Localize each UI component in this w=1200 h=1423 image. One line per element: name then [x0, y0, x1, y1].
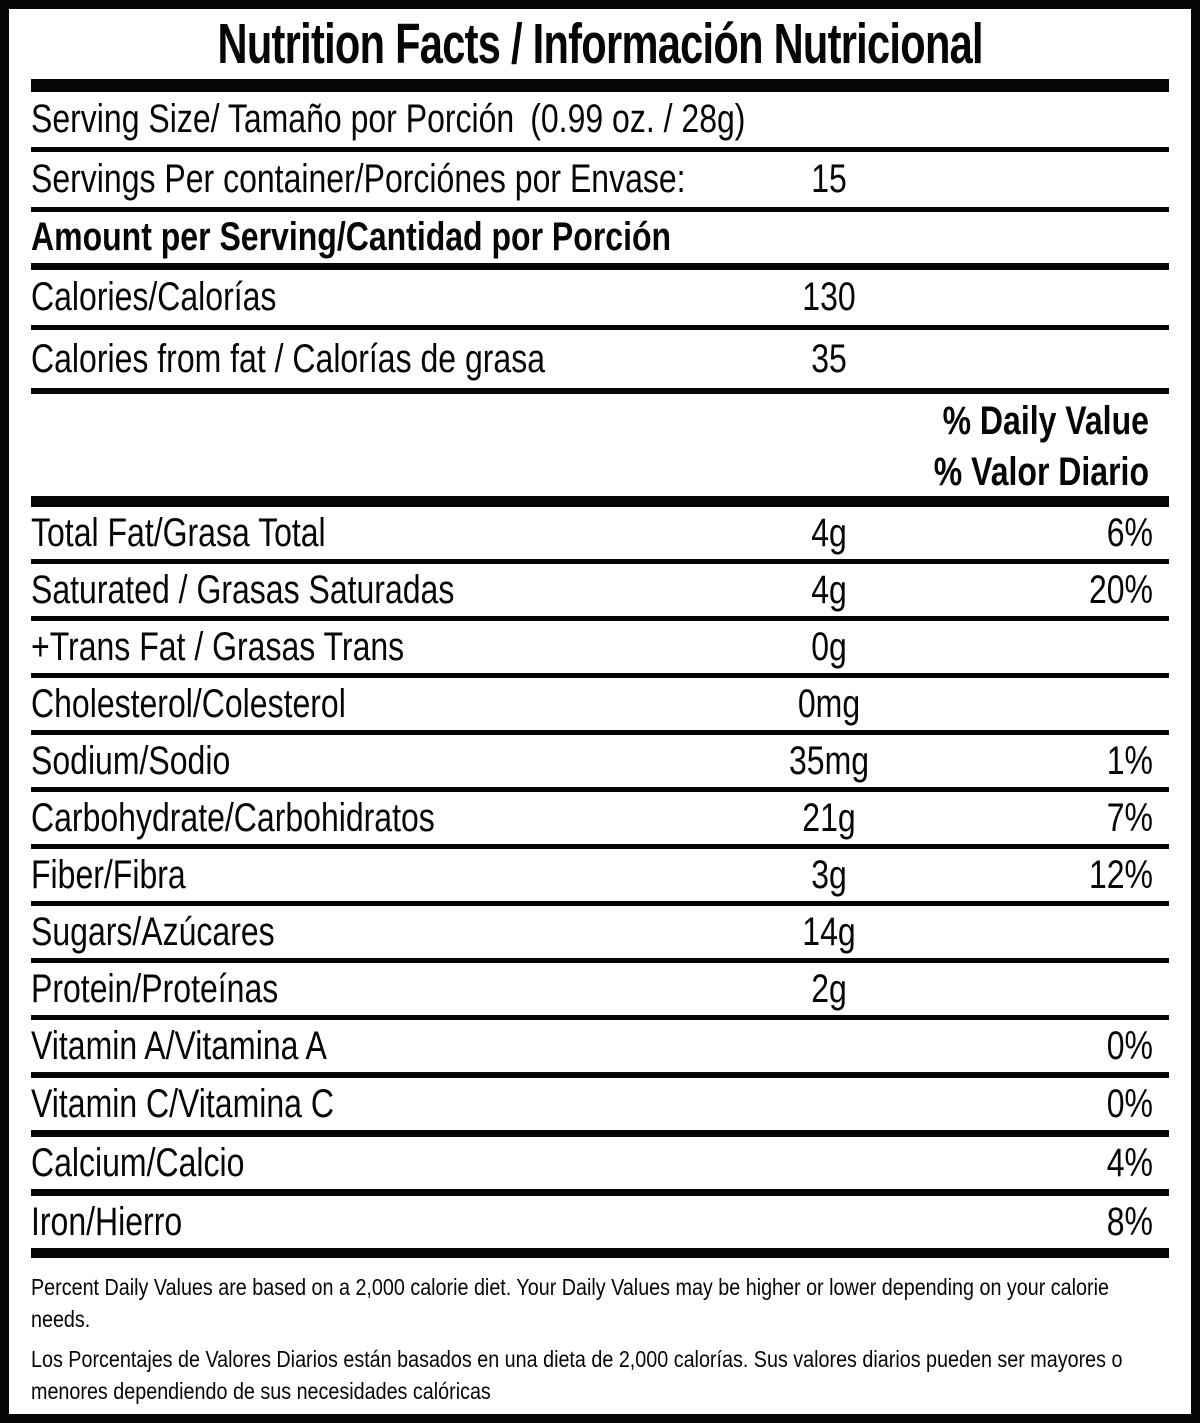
nutrient-dv: 12%	[1088, 852, 1153, 897]
amount-per-serving-header: Amount per Serving/Cantidad por Porción	[31, 215, 672, 259]
nutrient-row-sodium: Sodium/Sodio 35mg 1%	[31, 735, 1169, 787]
separator-rule	[31, 1189, 1169, 1196]
nutrient-row-protein: Protein/Proteínas 2g	[31, 963, 1169, 1015]
nutrient-row-cholesterol: Cholesterol/Colesterol 0mg	[31, 678, 1169, 730]
nutrient-amount: 14g	[802, 909, 856, 954]
separator-rule	[31, 1130, 1169, 1137]
vitamin-row-vitamin-a: Vitamin A/Vitamina A 0%	[31, 1020, 1169, 1072]
nutrient-dv: 7%	[1106, 795, 1153, 840]
thick-rule	[31, 1248, 1169, 1258]
nutrient-row-saturated-fat: Saturated / Grasas Saturadas 4g 20%	[31, 564, 1169, 616]
vitamin-row-vitamin-c: Vitamin C/Vitamina C 0%	[31, 1078, 1169, 1130]
servings-per-container-value: 15	[811, 157, 847, 201]
separator-rule	[31, 616, 1169, 621]
nutrient-label: Saturated / Grasas Saturadas	[31, 567, 455, 612]
vitamin-row-iron: Iron/Hierro 8%	[31, 1196, 1169, 1248]
nutrient-amount: 0mg	[797, 681, 861, 726]
thick-rule	[31, 79, 1169, 92]
servings-per-container-row: Servings Per container/Porciónes por Env…	[31, 152, 1169, 207]
calories-row: Calories/Calorías 130	[31, 270, 1169, 325]
nutrient-row-carbohydrate: Carbohydrate/Carbohidratos 21g 7%	[31, 792, 1169, 844]
calories-value: 130	[802, 275, 856, 319]
daily-value-header-es: % Valor Diario	[933, 449, 1149, 494]
separator-rule	[31, 673, 1169, 678]
vitamin-row-calcium: Calcium/Calcio 4%	[31, 1137, 1169, 1189]
calories-from-fat-label: Calories from fat / Calorías de grasa	[31, 336, 545, 381]
nutrient-row-fiber: Fiber/Fibra 3g 12%	[31, 849, 1169, 901]
daily-value-header-row-en: % Daily Value	[31, 394, 1169, 448]
separator-rule	[31, 901, 1169, 906]
daily-value-header-row-es: % Valor Diario	[31, 448, 1169, 496]
footnote-es: Los Porcentajes de Valores Diarios están…	[31, 1346, 1123, 1405]
nutrient-amount: 0g	[811, 624, 847, 669]
label-title: Nutrition Facts / Información Nutriciona…	[217, 12, 983, 76]
nutrient-row-trans-fat: +Trans Fat / Grasas Trans 0g	[31, 621, 1169, 673]
nutrient-dv: 1%	[1106, 738, 1153, 783]
footnote-en: Percent Daily Values are based on a 2,00…	[31, 1274, 1109, 1332]
separator-rule	[31, 388, 1169, 394]
separator-rule	[31, 559, 1169, 564]
nutrient-dv: 20%	[1088, 567, 1153, 612]
nutrient-amount: 4g	[811, 510, 847, 555]
nutrient-label: +Trans Fat / Grasas Trans	[31, 624, 405, 669]
vitamin-dv: 0%	[1106, 1023, 1153, 1068]
nutrient-amount: 3g	[811, 852, 847, 897]
separator-rule	[31, 147, 1169, 152]
separator-rule	[31, 730, 1169, 735]
nutrient-label: Sodium/Sodio	[31, 738, 231, 783]
serving-size-value: (0.99 oz. / 28g)	[530, 97, 746, 141]
vitamin-dv: 0%	[1106, 1081, 1153, 1126]
separator-rule	[31, 787, 1169, 792]
vitamin-label: Vitamin A/Vitamina A	[31, 1023, 327, 1068]
nutrient-row-total-fat: Total Fat/Grasa Total 4g 6%	[31, 507, 1169, 559]
nutrient-label: Total Fat/Grasa Total	[31, 510, 326, 555]
nutrient-label: Fiber/Fibra	[31, 852, 186, 897]
amount-per-serving-header-row: Amount per Serving/Cantidad por Porción	[31, 212, 1169, 263]
nutrient-amount: 4g	[811, 567, 847, 612]
vitamin-label: Iron/Hierro	[31, 1199, 183, 1244]
separator-rule	[31, 325, 1169, 330]
nutrient-row-sugars: Sugars/Azúcares 14g	[31, 906, 1169, 958]
vitamin-label: Calcium/Calcio	[31, 1140, 245, 1185]
nutrient-amount: 21g	[802, 795, 856, 840]
vitamin-label: Vitamin C/Vitamina C	[31, 1081, 334, 1126]
calories-from-fat-row: Calories from fat / Calorías de grasa 35	[31, 330, 1169, 388]
serving-size-row: Serving Size/ Tamaño por Porción (0.99 oz…	[31, 92, 1169, 147]
separator-rule	[31, 844, 1169, 849]
footnote-section: Percent Daily Values are based on a 2,00…	[9, 1258, 1191, 1414]
nutrient-label: Cholesterol/Colesterol	[31, 681, 346, 726]
separator-rule	[31, 1015, 1169, 1020]
serving-size-label: Serving Size/ Tamaño por Porción	[31, 97, 515, 141]
nutrient-dv: 6%	[1106, 510, 1153, 555]
nutrient-label: Sugars/Azúcares	[31, 909, 275, 954]
vitamin-dv: 4%	[1106, 1140, 1153, 1185]
separator-rule	[31, 958, 1169, 963]
calories-from-fat-value: 35	[811, 336, 847, 381]
daily-value-header-en: % Daily Value	[942, 398, 1149, 443]
nutrient-label: Protein/Proteínas	[31, 966, 279, 1011]
vitamin-dv: 8%	[1106, 1199, 1153, 1244]
separator-rule	[31, 263, 1169, 270]
nutrient-label: Carbohydrate/Carbohidratos	[31, 795, 435, 840]
servings-per-container-label: Servings Per container/Porciónes por Env…	[31, 157, 686, 201]
calories-label: Calories/Calorías	[31, 275, 277, 319]
separator-rule	[31, 1072, 1169, 1078]
thick-rule	[31, 496, 1169, 507]
label-title-row: Nutrition Facts / Información Nutriciona…	[9, 9, 1191, 79]
nutrient-amount: 35mg	[788, 738, 870, 783]
nutrient-amount: 2g	[811, 966, 847, 1011]
separator-rule	[31, 207, 1169, 212]
